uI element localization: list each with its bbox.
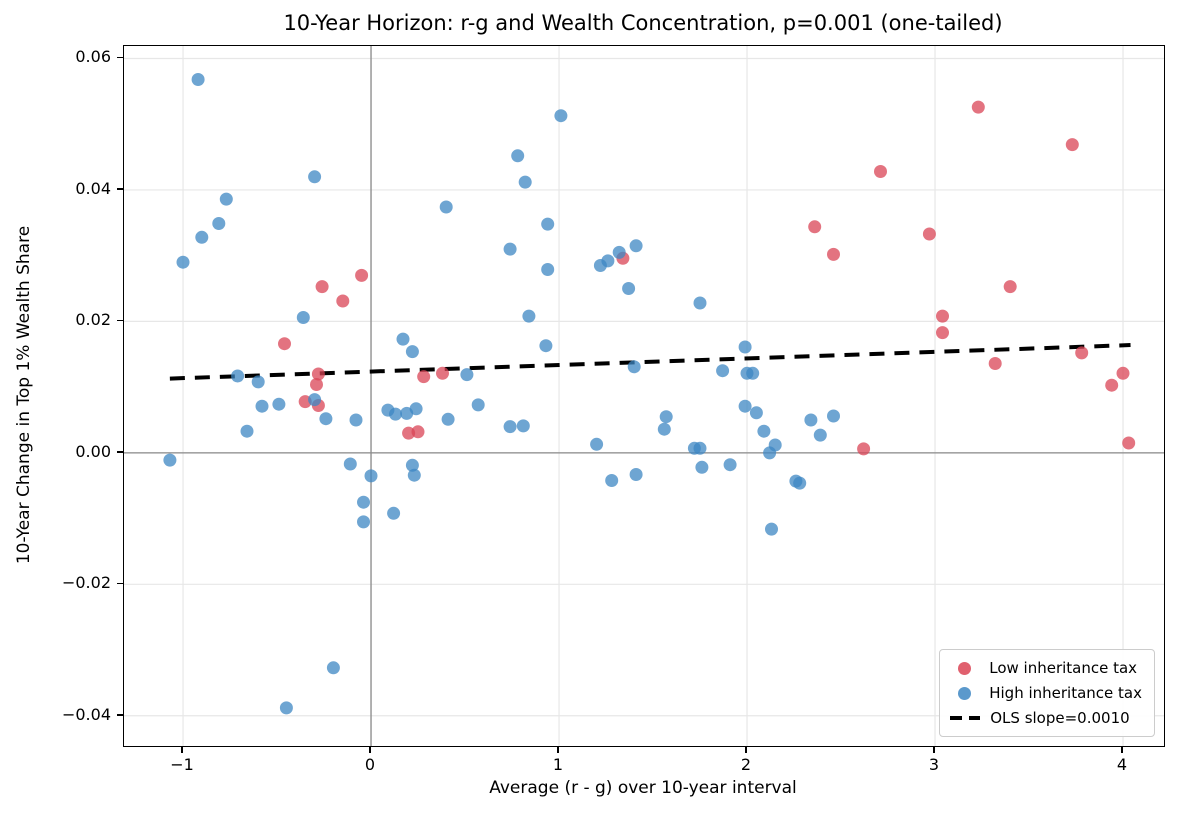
y-tick-mark: [117, 582, 123, 585]
scatter-canvas: [124, 46, 1164, 746]
y-tick-label: 0.06: [75, 47, 111, 67]
x-tick-label: 4: [1116, 755, 1128, 774]
y-tick-label: 0.02: [75, 310, 111, 330]
x-tick-mark: [369, 747, 371, 753]
y-axis-label: 10-Year Change in Top 1% Wealth Share: [14, 225, 34, 565]
y-tick-mark: [117, 188, 123, 190]
x-tick-label: 1: [552, 755, 564, 774]
red-dot-icon: [958, 661, 972, 675]
x-tick-mark: [557, 747, 559, 753]
x-tick-mark: [933, 747, 935, 753]
y-tick-mark: [117, 714, 123, 716]
x-tick-label: 3: [928, 755, 940, 774]
y-tick-label: 0.04: [75, 178, 111, 198]
y-tick-label: 0.00: [75, 441, 111, 461]
y-tick-label: −0.04: [61, 704, 111, 724]
blue-dot-icon: [958, 686, 972, 700]
x-tick-label: 0: [364, 755, 376, 774]
x-tick-label: −1: [170, 755, 194, 774]
x-tick-mark: [1121, 747, 1123, 753]
legend-label: OLS slope=0.0010: [990, 709, 1130, 727]
legend-label: High inheritance tax: [989, 684, 1142, 702]
x-tick-mark: [745, 747, 747, 753]
x-axis-label: Average (r - g) over 10-year interval: [489, 778, 797, 798]
y-tick-mark: [117, 56, 123, 59]
x-tick-mark: [181, 747, 183, 753]
dashed-line-icon: [950, 716, 981, 720]
y-tick-mark: [117, 451, 123, 453]
y-tick-label: −0.02: [61, 573, 111, 593]
plot-area: Low inheritance tax High inheritance tax…: [123, 45, 1165, 747]
chart-title: 10-Year Horizon: r-g and Wealth Concentr…: [283, 11, 1003, 35]
x-tick-label: 2: [740, 755, 752, 774]
legend-item-high-inheritance-tax: High inheritance tax: [950, 684, 1142, 702]
legend-item-ols-line: OLS slope=0.0010: [950, 709, 1142, 727]
y-tick-mark: [117, 319, 123, 322]
legend-item-low-inheritance-tax: Low inheritance tax: [950, 659, 1142, 677]
legend-label: Low inheritance tax: [989, 659, 1138, 677]
legend: Low inheritance tax High inheritance tax…: [939, 649, 1155, 737]
